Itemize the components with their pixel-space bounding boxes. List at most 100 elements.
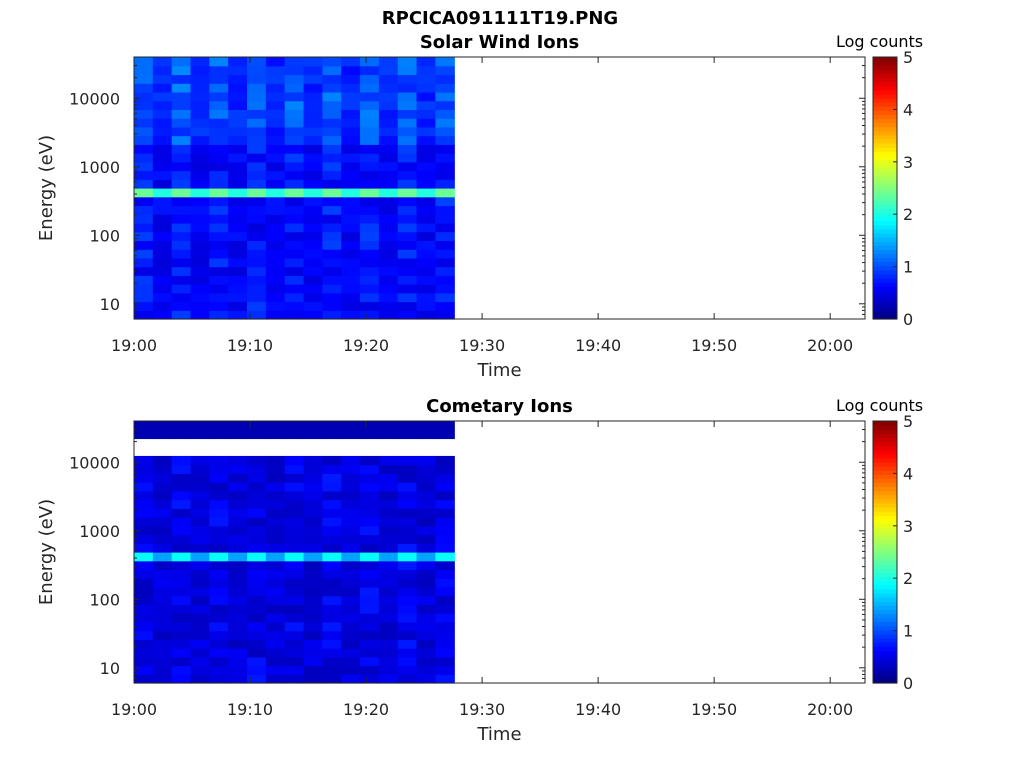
heatmap-cell xyxy=(134,310,154,320)
colorbar-swatch xyxy=(873,286,897,291)
heatmap-cell xyxy=(265,578,286,588)
heatmap-cell xyxy=(171,499,192,509)
heatmap-cell xyxy=(416,429,437,440)
heatmap-cell xyxy=(134,135,154,145)
heatmap-cell xyxy=(209,126,229,137)
heatmap-cell xyxy=(284,205,305,215)
heatmap-cell xyxy=(171,57,192,67)
heatmap-cell xyxy=(416,482,437,492)
heatmap-cell xyxy=(209,205,229,215)
heatmap-cell xyxy=(209,552,229,562)
heatmap-cell xyxy=(209,231,229,241)
heatmap-cell xyxy=(378,196,399,207)
heatmap-cell xyxy=(360,674,380,684)
heatmap-cell xyxy=(247,222,267,233)
heatmap-cell xyxy=(209,665,229,675)
heatmap-cell xyxy=(284,100,305,110)
colorbar-swatch xyxy=(873,163,897,169)
heatmap-cell xyxy=(134,214,154,224)
heatmap-cell xyxy=(360,231,380,241)
heatmap-cell xyxy=(341,275,361,285)
heatmap-cell xyxy=(397,630,418,640)
heatmap-cell xyxy=(152,83,173,93)
heatmap-cell xyxy=(435,118,455,128)
heatmap-cell xyxy=(247,126,267,137)
heatmap-cell xyxy=(134,543,154,553)
heatmap-cell xyxy=(152,665,173,675)
heatmap-cell xyxy=(416,266,437,276)
heatmap-cell xyxy=(284,126,305,137)
heatmap-cell xyxy=(435,91,455,102)
heatmap-cell xyxy=(322,630,342,640)
heatmap-cell xyxy=(209,455,229,466)
heatmap-cell xyxy=(341,578,361,588)
heatmap-cell xyxy=(397,543,418,553)
colorbar-swatch xyxy=(873,543,897,549)
colorbar-swatch xyxy=(873,61,897,66)
heatmap-cell xyxy=(322,595,342,605)
heatmap-cell xyxy=(284,57,305,67)
heatmap-cell xyxy=(378,656,399,667)
heatmap-cell xyxy=(134,639,154,649)
heatmap-cell xyxy=(360,455,380,466)
heatmap-cell xyxy=(341,310,361,320)
heatmap-cell xyxy=(284,135,305,145)
heatmap-cell xyxy=(152,135,173,145)
heatmap-cell xyxy=(152,648,173,658)
heatmap-cell xyxy=(322,266,342,276)
heatmap-cell xyxy=(341,65,361,76)
heatmap-cell xyxy=(360,83,380,93)
heatmap-cell xyxy=(341,586,361,597)
heatmap-cell xyxy=(190,205,210,215)
heatmap-cell xyxy=(190,126,210,137)
colorbar-swatch xyxy=(873,298,897,304)
heatmap-cell xyxy=(435,231,455,241)
heatmap-cell xyxy=(284,284,305,294)
heatmap-cell xyxy=(435,196,455,207)
heatmap-cell xyxy=(284,91,305,102)
heatmap-cell xyxy=(190,91,210,102)
heatmap-cell xyxy=(190,648,210,658)
heatmap-cell xyxy=(134,552,154,562)
heatmap-cell xyxy=(397,639,418,649)
colorbar-swatch xyxy=(873,617,897,623)
heatmap-cell xyxy=(284,257,305,268)
heatmap-cell xyxy=(228,222,248,233)
colorbar-swatch xyxy=(873,93,897,99)
heatmap-cell xyxy=(322,508,342,518)
heatmap-cell xyxy=(322,118,342,128)
heatmap-cell xyxy=(134,222,154,233)
heatmap-cell xyxy=(171,249,192,259)
heatmap-cell xyxy=(171,91,192,102)
heatmap-cell xyxy=(247,214,267,224)
heatmap-cell xyxy=(322,569,342,579)
heatmap-cell xyxy=(303,613,323,623)
heatmap-cell xyxy=(265,586,286,597)
heatmap-cell xyxy=(303,196,323,207)
heatmap-cell xyxy=(152,301,173,311)
colorbar-swatch xyxy=(873,273,897,279)
heatmap-cell xyxy=(152,517,173,527)
heatmap-cell xyxy=(378,621,399,632)
y-axis-label: Energy (eV) xyxy=(36,499,57,605)
colorbar-tick-label: 3 xyxy=(903,517,913,536)
heatmap-cell xyxy=(360,525,380,536)
heatmap-cell xyxy=(171,534,192,544)
heatmap-cell xyxy=(303,630,323,640)
colorbar-label: Log counts xyxy=(836,32,924,51)
colorbar-tick-label: 3 xyxy=(903,153,913,172)
heatmap-cell xyxy=(360,170,380,180)
heatmap-cell xyxy=(152,74,173,84)
heatmap-cell xyxy=(171,284,192,294)
heatmap-cell xyxy=(284,464,305,474)
heatmap-cell xyxy=(284,83,305,93)
heatmap-cell xyxy=(341,665,361,675)
colorbar-tick-label: 1 xyxy=(903,622,913,641)
heatmap-cell xyxy=(341,552,361,562)
heatmap-cell xyxy=(378,464,399,474)
heatmap-cell xyxy=(152,595,173,605)
heatmap-cell xyxy=(284,639,305,649)
heatmap-cell xyxy=(228,126,248,137)
colorbar-swatch xyxy=(873,220,897,226)
heatmap-cell xyxy=(152,118,173,128)
